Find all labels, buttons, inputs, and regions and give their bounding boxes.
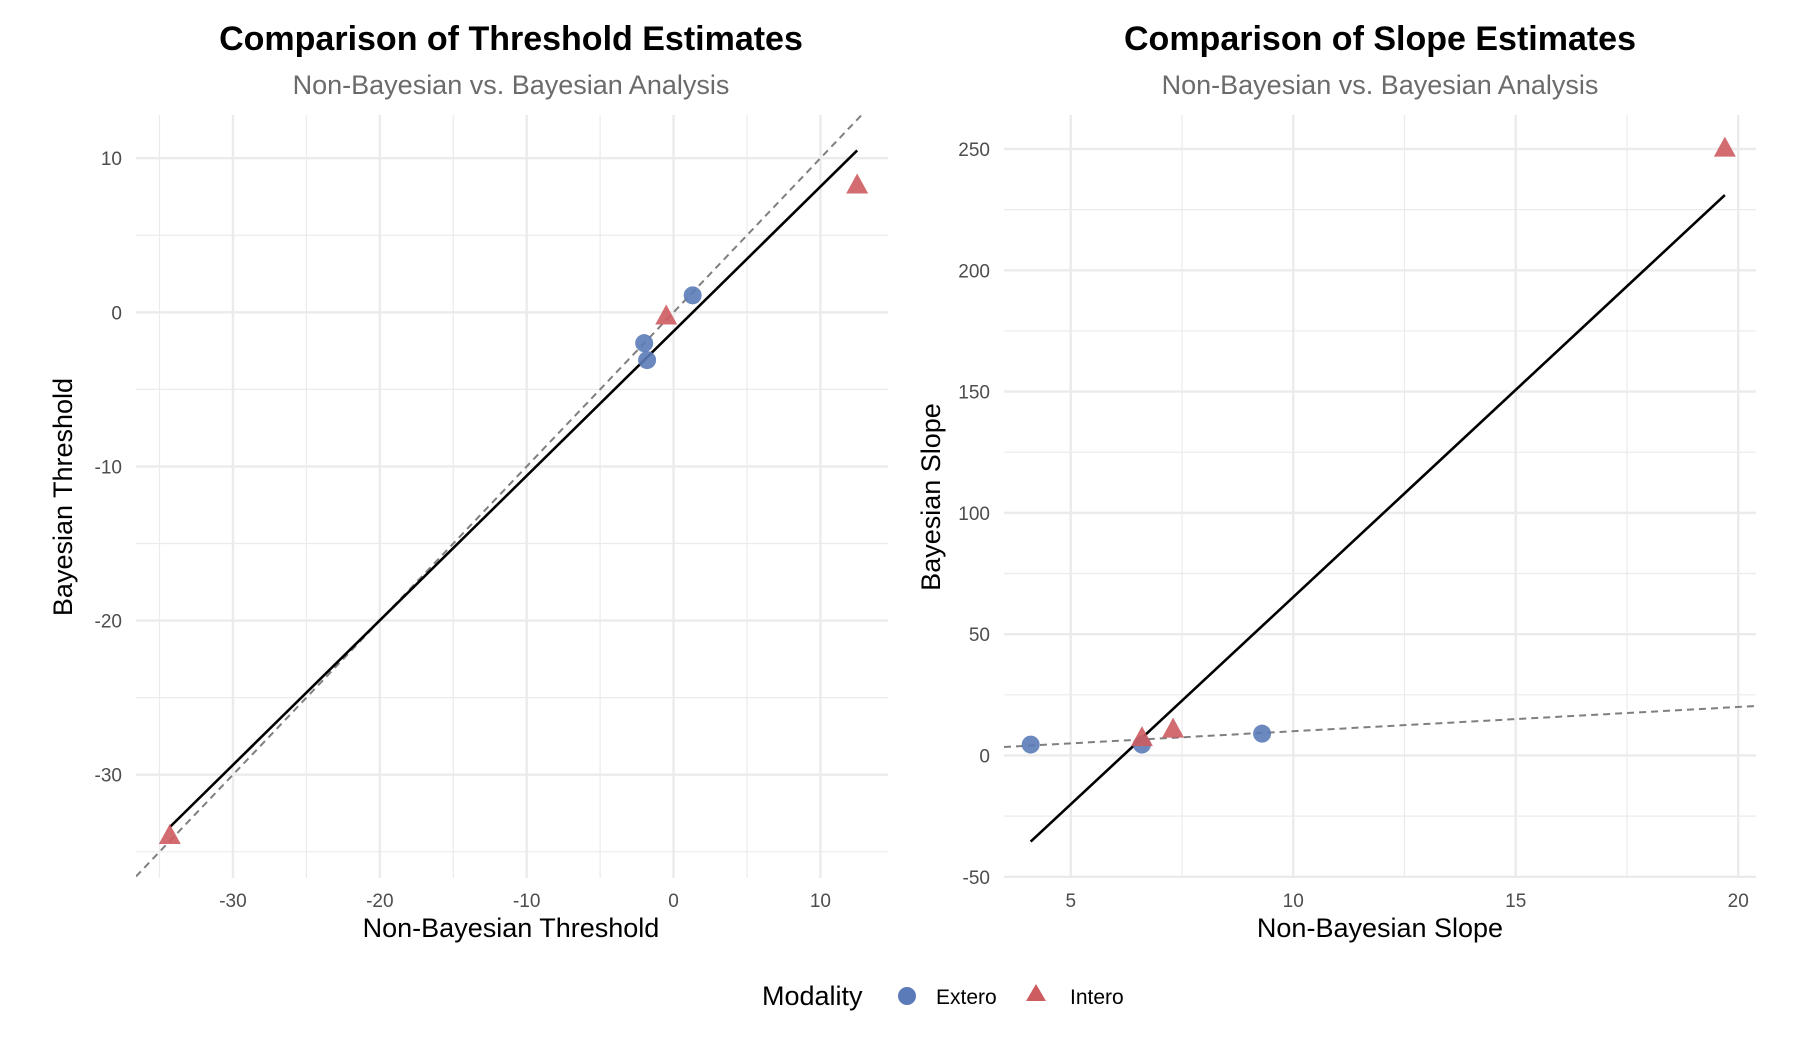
threshold-point-intero (158, 823, 181, 844)
threshold-point-extero (683, 286, 702, 305)
threshold-y-tick-label: 10 (101, 149, 122, 170)
threshold-y-tick-label: 0 (111, 303, 122, 324)
threshold-point-intero (655, 304, 678, 325)
threshold-identity-line (136, 115, 863, 878)
legend-extero-marker (898, 987, 916, 1005)
slope-y-tick-label: 250 (958, 140, 990, 161)
threshold-x-tick-label: -30 (219, 891, 246, 912)
slope-chart-subtitle: Non-Bayesian vs. Bayesian Analysis (1162, 70, 1599, 100)
slope-identity-line (1004, 704, 1756, 748)
slope-y-tick-label: 100 (958, 504, 990, 525)
slope-x-tick-label: 10 (1283, 891, 1304, 912)
threshold-points (158, 173, 869, 844)
slope-x-tick-label: 20 (1728, 891, 1749, 912)
threshold-x-tick-label: 0 (668, 891, 679, 912)
slope-chart-title: Comparison of Slope Estimates (1124, 20, 1636, 58)
slope-y-tick-label: 50 (969, 625, 990, 646)
slope-point-intero (1162, 717, 1185, 738)
legend-intero-label: Intero (1070, 986, 1124, 1009)
legend: Modality Extero Intero (762, 981, 1124, 1011)
threshold-fit-line (168, 149, 859, 829)
threshold-panel: Comparison of Threshold Estimates Non-Ba… (48, 20, 888, 943)
slope-y-tick-label: 200 (958, 261, 990, 282)
threshold-y-tick-label: -10 (95, 457, 122, 478)
threshold-point-intero (846, 173, 869, 194)
threshold-tick-labels: -30 -20 -10 0 10 -30 -20 -10 0 10 (95, 149, 831, 912)
slope-point-extero (1253, 724, 1272, 743)
threshold-chart-subtitle: Non-Bayesian vs. Bayesian Analysis (293, 70, 730, 100)
threshold-x-tick-label: 10 (810, 891, 831, 912)
slope-fit-line (1029, 194, 1726, 843)
slope-tick-labels: 5 10 15 20 -50 0 50 100 150 200 250 (958, 140, 1748, 912)
slope-point-intero (1713, 136, 1736, 157)
slope-grid (1004, 115, 1756, 878)
legend-title: Modality (762, 981, 863, 1011)
slope-y-tick-label: 0 (979, 746, 990, 767)
threshold-x-axis-label: Non-Bayesian Threshold (363, 913, 660, 943)
threshold-y-tick-label: -30 (95, 766, 122, 787)
slope-x-tick-label: 5 (1065, 891, 1076, 912)
threshold-lines (136, 115, 863, 878)
threshold-y-axis-label: Bayesian Threshold (48, 378, 78, 616)
threshold-y-tick-label: -20 (95, 612, 122, 633)
threshold-grid (136, 115, 888, 878)
slope-y-tick-label: -50 (963, 868, 990, 889)
threshold-point-extero (635, 334, 654, 353)
slope-point-extero (1021, 735, 1040, 754)
slope-points (1021, 136, 1736, 754)
threshold-x-tick-label: -10 (513, 891, 540, 912)
slope-y-axis-label: Bayesian Slope (916, 403, 946, 591)
legend-intero-marker (1026, 984, 1046, 1001)
slope-panel: Comparison of Slope Estimates Non-Bayesi… (916, 20, 1756, 943)
slope-y-tick-label: 150 (958, 383, 990, 404)
threshold-chart-title: Comparison of Threshold Estimates (219, 20, 803, 58)
legend-extero-label: Extero (936, 986, 997, 1009)
slope-lines (1004, 194, 1756, 843)
threshold-x-tick-label: -20 (366, 891, 393, 912)
slope-x-tick-label: 15 (1505, 891, 1526, 912)
slope-x-axis-label: Non-Bayesian Slope (1257, 913, 1503, 943)
threshold-point-extero (638, 351, 657, 370)
slope-point-intero (1130, 726, 1153, 747)
